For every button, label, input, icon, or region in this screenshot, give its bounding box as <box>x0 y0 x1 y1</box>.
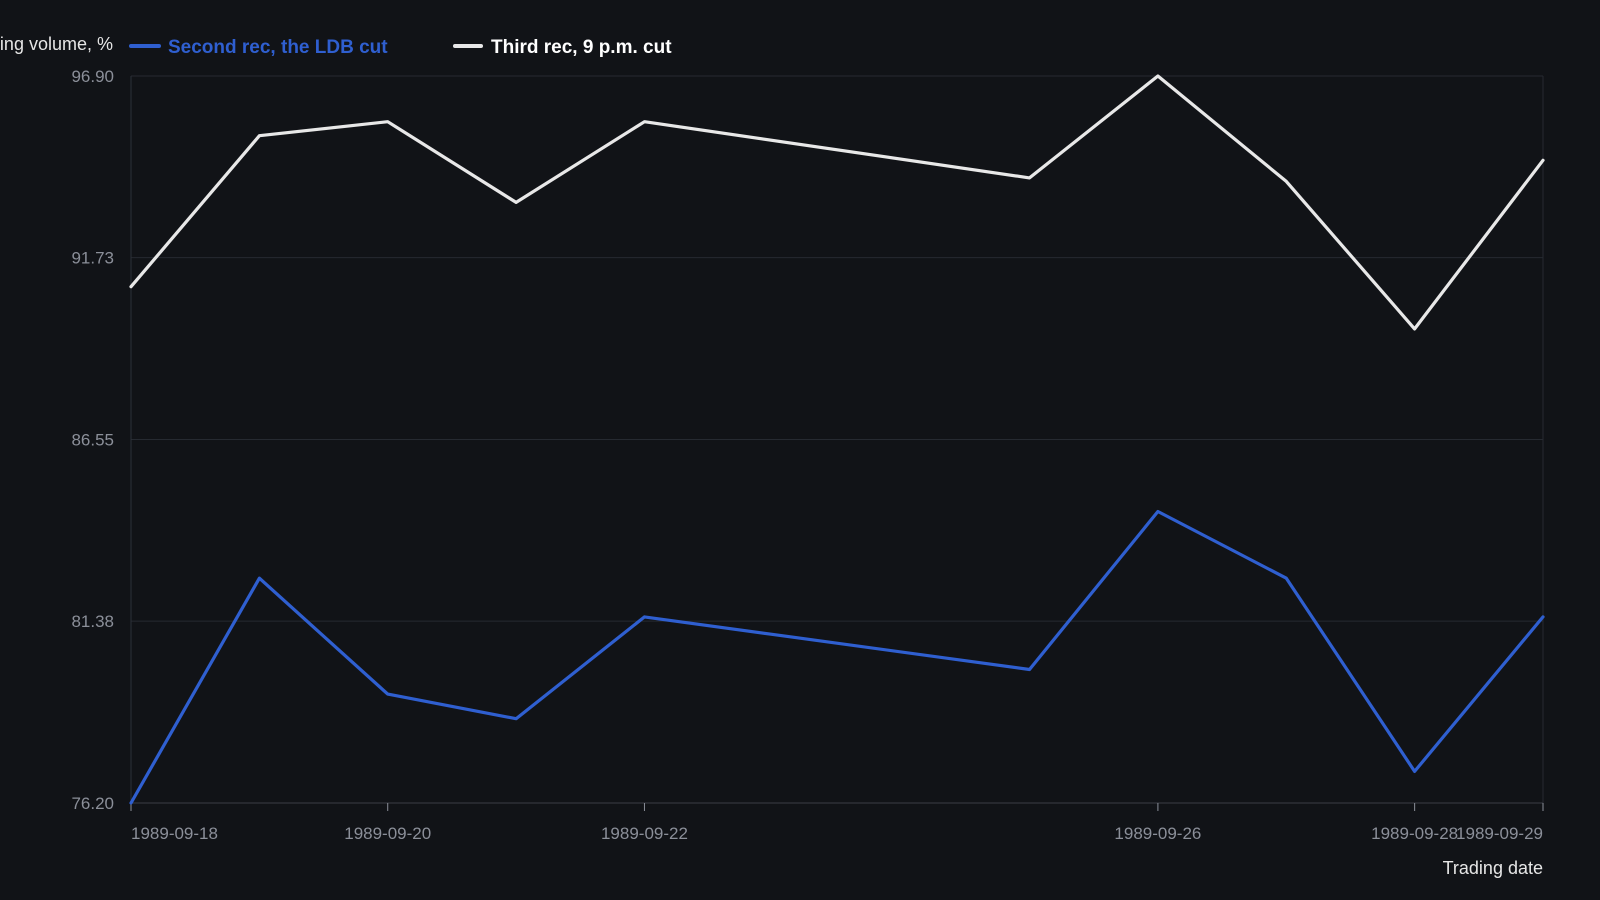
y-tick-labels: 76.20 81.38 86.55 91.73 96.90 <box>71 67 114 813</box>
x-tick-label: 1989-09-28 <box>1371 824 1458 843</box>
legend-label-second-rec: Second rec, the LDB cut <box>168 37 388 58</box>
x-axis-title: Trading date <box>1443 858 1543 878</box>
y-tick-label: 96.90 <box>71 67 114 86</box>
legend-item-third-rec[interactable]: Third rec, 9 p.m. cut <box>453 37 672 58</box>
series-line-0[interactable] <box>129 509 1545 805</box>
y-tick-label: 81.38 <box>71 612 114 631</box>
y-tick-label: 76.20 <box>71 794 114 813</box>
series-line-1[interactable] <box>129 74 1545 331</box>
grid-lines <box>131 75 1544 804</box>
axes <box>130 76 1544 811</box>
y-tick-label: 86.55 <box>71 431 114 450</box>
x-tick-label: 1989-09-26 <box>1114 824 1201 843</box>
legend: Second rec, the LDB cut Third rec, 9 p.m… <box>129 37 672 58</box>
x-tick-label: 1989-09-20 <box>344 824 431 843</box>
series-lines <box>129 74 1545 805</box>
x-tick-label: 1989-09-18 <box>131 824 218 843</box>
legend-label-third-rec: Third rec, 9 p.m. cut <box>491 37 672 58</box>
y-tick-label: 91.73 <box>71 249 114 268</box>
x-tick-label: 1989-09-29 <box>1456 824 1543 843</box>
y-axis-title: Trading volume, % <box>0 34 113 54</box>
legend-item-second-rec[interactable]: Second rec, the LDB cut <box>129 37 388 58</box>
x-tick-label: 1989-09-22 <box>601 824 688 843</box>
x-tick-labels: 1989-09-18 1989-09-20 1989-09-22 1989-09-26… <box>131 824 1543 843</box>
